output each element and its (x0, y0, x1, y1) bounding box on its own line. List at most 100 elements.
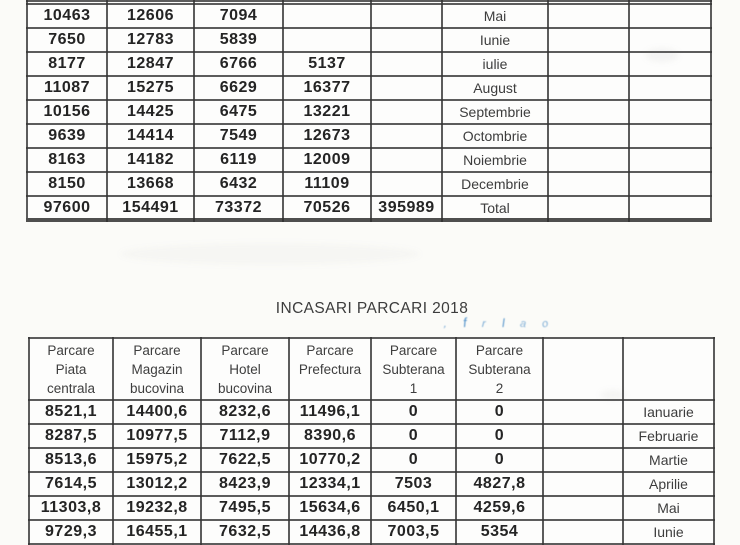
value-cell (370, 123, 443, 149)
value-cell: 6432 (193, 171, 284, 197)
empty-cell (628, 75, 712, 101)
month-cell: Ianuarie (622, 399, 715, 425)
month-cell: Mai (441, 3, 549, 29)
table-row: 7614,5 13012,2 8423,9 12334,1 7503 4827,8 Apri… (28, 471, 715, 497)
column-header-empty (542, 337, 624, 401)
value-cell: 70526 (282, 195, 372, 221)
value-cell (370, 51, 443, 77)
value-cell: 7614,5 (28, 471, 114, 497)
value-cell: 12334,1 (288, 471, 372, 497)
month-cell: Februarie (622, 423, 715, 449)
month-cell: Noiembrie (441, 147, 549, 173)
empty-cell (547, 0, 630, 5)
value-cell: 12009 (282, 147, 372, 173)
value-cell: 8163 (26, 147, 108, 173)
month-cell: Martie (622, 447, 715, 473)
value-cell: 16377 (282, 75, 372, 101)
handwritten-mark: f (462, 314, 468, 331)
value-cell: 6450,1 (370, 495, 457, 521)
empty-cell (547, 195, 630, 221)
handwritten-mark: , (443, 317, 448, 331)
table-row: 7650 12783 5839 Iunie (26, 27, 712, 53)
month-cell: August (441, 75, 549, 101)
value-cell: 5354 (455, 519, 544, 545)
value-cell: 6119 (193, 147, 284, 173)
value-cell: 73372 (193, 195, 284, 221)
value-cell: 11109 (282, 171, 372, 197)
value-cell (370, 75, 443, 101)
value-cell: 15634,6 (288, 495, 372, 521)
value-cell: 154491 (106, 195, 195, 221)
value-cell: 8513,6 (28, 447, 114, 473)
empty-cell (547, 75, 630, 101)
value-cell: 8150 (26, 171, 108, 197)
value-cell: 12673 (282, 123, 372, 149)
handwritten-mark: l (501, 315, 505, 331)
value-cell: 12606 (106, 3, 195, 29)
value-cell: 7622,5 (200, 447, 290, 473)
value-cell: 11303,8 (28, 495, 114, 521)
value-cell: 13221 (282, 99, 372, 125)
value-cell: 15275 (106, 75, 195, 101)
table-row: 11087 15275 6629 16377 August (26, 75, 712, 101)
value-cell: 5839 (193, 27, 284, 53)
value-cell (282, 3, 372, 29)
empty-cell (547, 99, 630, 125)
table-row: 8513,6 15975,2 7622,5 10770,2 0 0 Martie (28, 447, 715, 473)
value-cell (370, 147, 443, 173)
month-cell: Iunie (441, 27, 549, 53)
month-cell: Septembrie (441, 99, 549, 125)
value-cell: 15975,2 (112, 447, 202, 473)
value-cell: 7112,9 (200, 423, 290, 449)
empty-cell (542, 519, 624, 545)
column-header-subterana-1: Parcare Subterana 1 (370, 337, 457, 401)
empty-cell (542, 447, 624, 473)
value-cell: 7003,5 (370, 519, 457, 545)
value-cell: 11087 (26, 75, 108, 101)
column-header-hotel-bucovina: Parcare Hotel bucovina (200, 337, 290, 401)
value-cell: 6766 (193, 51, 284, 77)
month-cell: Aprilie (622, 471, 715, 497)
value-cell: 7495,5 (200, 495, 290, 521)
parking-revenue-table-top: 10463 12606 7094 Mai 7650 12783 5839 Iunie 8177 1… (26, 0, 712, 222)
empty-cell (628, 99, 712, 125)
empty-cell (547, 171, 630, 197)
empty-cell (547, 27, 630, 53)
table-row: 8287,5 10977,5 7112,9 8390,6 0 0 Februarie (28, 423, 715, 449)
value-cell: 4827,8 (455, 471, 544, 497)
value-cell: 6475 (193, 99, 284, 125)
empty-cell (628, 195, 712, 221)
value-cell (370, 171, 443, 197)
value-cell: 0 (455, 423, 544, 449)
empty-cell (628, 3, 712, 29)
month-cell: Mai (622, 495, 715, 521)
value-cell (370, 99, 443, 125)
value-cell: 10463 (26, 3, 108, 29)
column-header-month (622, 337, 715, 401)
value-cell: 4259,6 (455, 495, 544, 521)
value-cell: 5137 (282, 51, 372, 77)
handwritten-mark: a (519, 317, 527, 331)
value-cell: 0 (455, 447, 544, 473)
empty-cell (628, 171, 712, 197)
value-cell (282, 27, 372, 53)
value-cell: 8390,6 (288, 423, 372, 449)
table-row: 8163 14182 6119 12009 Noiembrie (26, 147, 712, 173)
empty-cell (542, 399, 624, 425)
value-cell: 0 (370, 447, 457, 473)
parking-revenue-table-2018: Parcare Piata centrala Parcare Magazin b… (28, 337, 715, 545)
table-row: 8177 12847 6766 5137 iulie (26, 51, 712, 77)
table-row: 10463 12606 7094 Mai (26, 3, 712, 29)
value-cell: 12847 (106, 51, 195, 77)
value-cell: 19232,8 (112, 495, 202, 521)
table2-body: 8521,1 14400,6 8232,6 11496,1 0 0 Ianuarie 8287… (28, 399, 715, 545)
value-cell: 12783 (106, 27, 195, 53)
empty-cell (547, 51, 630, 77)
value-cell: 7650 (26, 27, 108, 53)
empty-cell (370, 0, 443, 5)
value-cell: 8521,1 (28, 399, 114, 425)
value-cell: 8177 (26, 51, 108, 77)
empty-cell (542, 471, 624, 497)
value-cell: 9729,3 (28, 519, 114, 545)
value-cell: 6629 (193, 75, 284, 101)
